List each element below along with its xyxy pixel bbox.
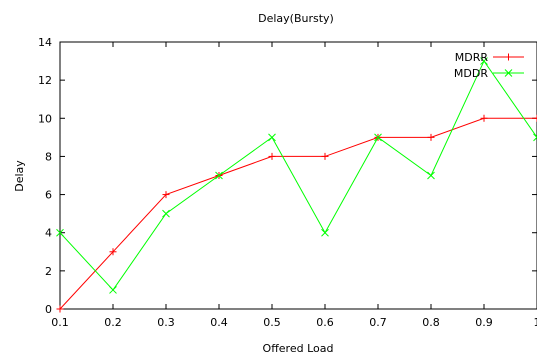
data-point-mddr <box>56 228 64 237</box>
data-point-mdrr <box>321 152 329 160</box>
data-point-mdrr <box>109 248 117 256</box>
series-line-mddr <box>59 60 537 291</box>
x-tick-label: 0.2 <box>104 316 122 329</box>
y-tick-label: 6 <box>45 189 52 202</box>
data-point-mddr <box>109 286 117 294</box>
x-tick-label: 0.5 <box>263 316 281 329</box>
data-point-mddr <box>427 171 435 180</box>
x-tick-label: 0.9 <box>475 316 493 329</box>
marker-stroke <box>162 209 170 218</box>
x-tick-label: 0.3 <box>157 316 175 329</box>
marker-stroke <box>109 286 117 294</box>
x-axis-label: Offered Load <box>263 342 334 354</box>
plot-frame <box>59 41 537 310</box>
data-point-mdrr <box>427 133 435 141</box>
marker-stroke <box>215 171 223 180</box>
data-point-mddr <box>374 133 382 142</box>
data-point-mddr <box>268 133 276 142</box>
chart-title: Delay(Bursty) <box>258 12 334 25</box>
marker-stroke <box>504 69 513 77</box>
marker-stroke <box>427 171 435 180</box>
marker-stroke <box>321 228 329 237</box>
y-tick-label: 2 <box>45 265 52 278</box>
y-tick-label: 8 <box>45 150 52 163</box>
x-tick-label: 1 <box>534 316 537 329</box>
y-axis-label: Delay <box>13 160 26 192</box>
y-tick-label: 10 <box>38 112 52 125</box>
legend: MDRR MDDR <box>454 51 524 80</box>
x-axis-ticks: 0.1 0.2 0.3 0.4 0.5 0.6 0.7 0.8 0.9 1 <box>51 42 537 329</box>
y-tick-label: 0 <box>45 303 52 316</box>
legend-marker-mddr <box>504 69 513 77</box>
y-tick-label: 14 <box>38 36 52 49</box>
data-point-mdrr <box>533 114 537 122</box>
x-tick-label: 0.4 <box>210 316 228 329</box>
data-point-mddr <box>162 209 170 218</box>
marker-stroke <box>533 133 537 139</box>
data-point-mddr <box>321 228 329 237</box>
marker-stroke <box>374 133 382 142</box>
series-layer <box>56 57 537 313</box>
y-tick-label: 12 <box>38 74 52 87</box>
legend-label-mddr: MDDR <box>454 67 488 80</box>
data-point-mdrr <box>162 191 170 199</box>
marker-stroke <box>268 133 276 142</box>
x-tick-label: 0.8 <box>422 316 440 329</box>
x-tick-label: 0.1 <box>51 316 69 329</box>
legend-label-mdrr: MDRR <box>455 51 489 64</box>
data-point-mddr <box>533 133 537 142</box>
data-point-mddr <box>480 57 488 65</box>
data-point-mddr <box>215 171 223 180</box>
marker-stroke <box>480 57 488 65</box>
data-point-mdrr <box>480 114 488 122</box>
y-axis-ticks: 0 2 4 6 8 10 12 14 <box>38 36 537 316</box>
data-point-mdrr <box>56 305 64 313</box>
y-tick-label: 4 <box>45 227 52 240</box>
marker-stroke <box>533 136 537 142</box>
data-point-mdrr <box>268 152 276 160</box>
legend-marker-mdrr <box>505 53 512 61</box>
x-tick-label: 0.7 <box>369 316 387 329</box>
x-tick-label: 0.6 <box>316 316 334 329</box>
series-line-mdrr <box>59 117 537 310</box>
marker-stroke <box>56 228 64 237</box>
